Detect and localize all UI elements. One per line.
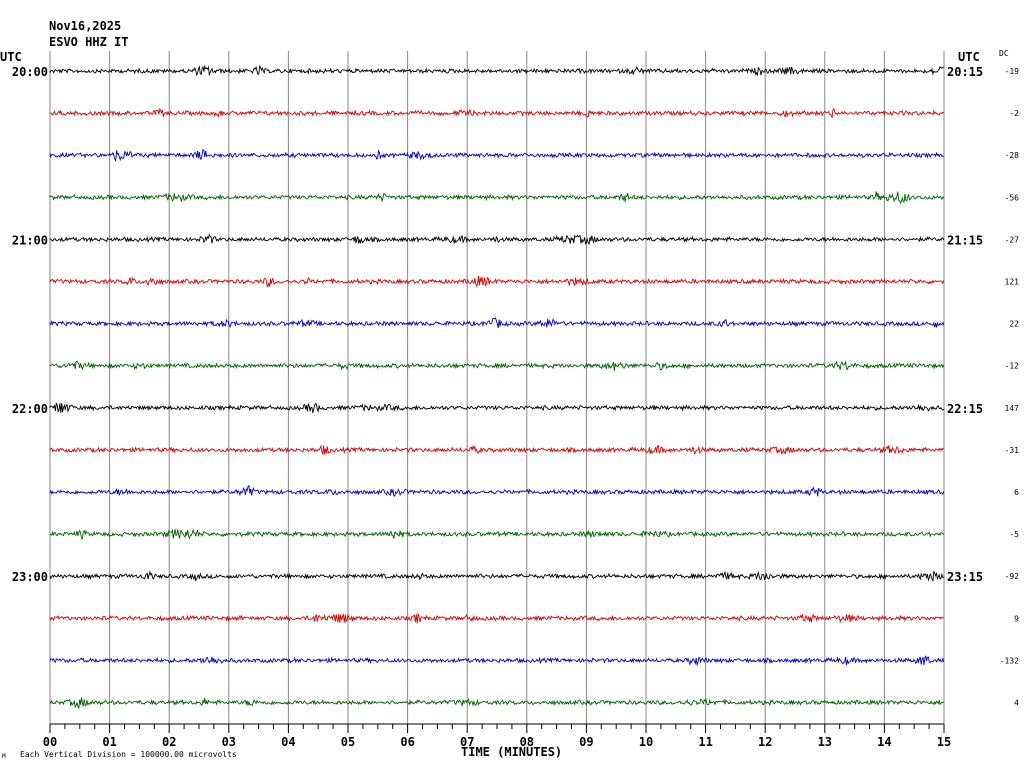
dc-offset-label: 22 <box>1009 320 1019 329</box>
left-hour-label: 21:00 <box>12 233 48 247</box>
dc-offset-label: -27 <box>1005 235 1020 244</box>
trace-line <box>49 655 945 667</box>
dc-offset-label: 6 <box>1014 488 1019 497</box>
trace-line <box>49 612 944 624</box>
dc-offset-label: -28 <box>1005 151 1020 160</box>
x-tick-label: 10 <box>639 735 653 749</box>
dc-column-label: DC <box>999 49 1009 58</box>
x-tick-label: 00 <box>43 735 57 749</box>
left-hour-label: 23:00 <box>12 570 48 584</box>
x-tick-label: 01 <box>102 735 116 749</box>
trace-line <box>49 233 945 246</box>
dc-offset-label: -56 <box>1005 193 1020 202</box>
dc-offset-label: 147 <box>1005 404 1020 413</box>
dc-offset-label: 4 <box>1014 699 1019 708</box>
right-hour-label: 20:15 <box>947 65 983 79</box>
trace-line <box>49 444 944 455</box>
time-grid <box>49 51 945 724</box>
trace-line <box>49 484 945 498</box>
trace-line <box>49 191 945 205</box>
trace-line <box>49 697 944 710</box>
x-tick-label: 03 <box>222 735 236 749</box>
right-hour-label: 23:15 <box>947 570 983 584</box>
dc-offset-label: -19 <box>1005 67 1020 76</box>
utc-left-label: UTC <box>0 50 22 64</box>
right-hour-label: 21:15 <box>947 233 983 247</box>
x-tick-label: 06 <box>400 735 414 749</box>
x-tick-label: 14 <box>877 735 891 749</box>
trace-line <box>49 275 945 289</box>
dc-offset-label: 121 <box>1005 278 1020 287</box>
trace-line <box>49 570 944 583</box>
time-axis: 20:00 21:00 22:00 23:00 20:15 21:15 22:15 23:15… <box>12 65 983 749</box>
dc-offset-label: -5 <box>1009 530 1019 539</box>
station-name: ESVO HHZ IT <box>49 35 129 49</box>
right-hour-label: 22:15 <box>947 402 983 416</box>
dc-offset-label: -92 <box>1005 572 1020 581</box>
x-tick-label: 05 <box>341 735 355 749</box>
seismic-traces: -19 -2 -28 -56 -27 121 22 -12 147 -31 6 -5 -92 9 -132 4 <box>49 64 1020 710</box>
scale-note: Each Vertical Division = 100000.00 micro… <box>20 750 237 759</box>
trace-line <box>49 528 945 540</box>
utc-right-label: UTC <box>958 50 980 64</box>
trace-line <box>49 317 945 329</box>
x-tick-label: 04 <box>281 735 295 749</box>
dc-offset-label: -132 <box>1000 656 1019 665</box>
x-tick-label: 02 <box>162 735 176 749</box>
x-tick-label: 13 <box>818 735 832 749</box>
x-axis-title: TIME (MINUTES) <box>461 745 563 759</box>
trace-line <box>49 64 944 77</box>
left-hour-label: 20:00 <box>12 65 48 79</box>
x-tick-label: 11 <box>698 735 712 749</box>
dc-offset-label: -12 <box>1005 362 1020 371</box>
left-hour-label: 22:00 <box>12 402 48 416</box>
trace-line <box>49 148 944 163</box>
x-tick-label: 12 <box>758 735 772 749</box>
logo-icon: M <box>2 753 6 760</box>
x-tick-label: 15 <box>937 735 951 749</box>
x-tick-label: 07 <box>460 735 474 749</box>
trace-line <box>49 107 944 119</box>
plot-date: Nov16,2025 <box>49 19 122 33</box>
x-tick-label: 08 <box>520 735 534 749</box>
dc-offset-label: -2 <box>1009 109 1019 118</box>
x-tick-label: 09 <box>579 735 593 749</box>
trace-line <box>49 402 944 414</box>
dc-offset-label: -31 <box>1005 446 1020 455</box>
trace-line <box>49 360 945 371</box>
dc-offset-label: 9 <box>1014 614 1019 623</box>
